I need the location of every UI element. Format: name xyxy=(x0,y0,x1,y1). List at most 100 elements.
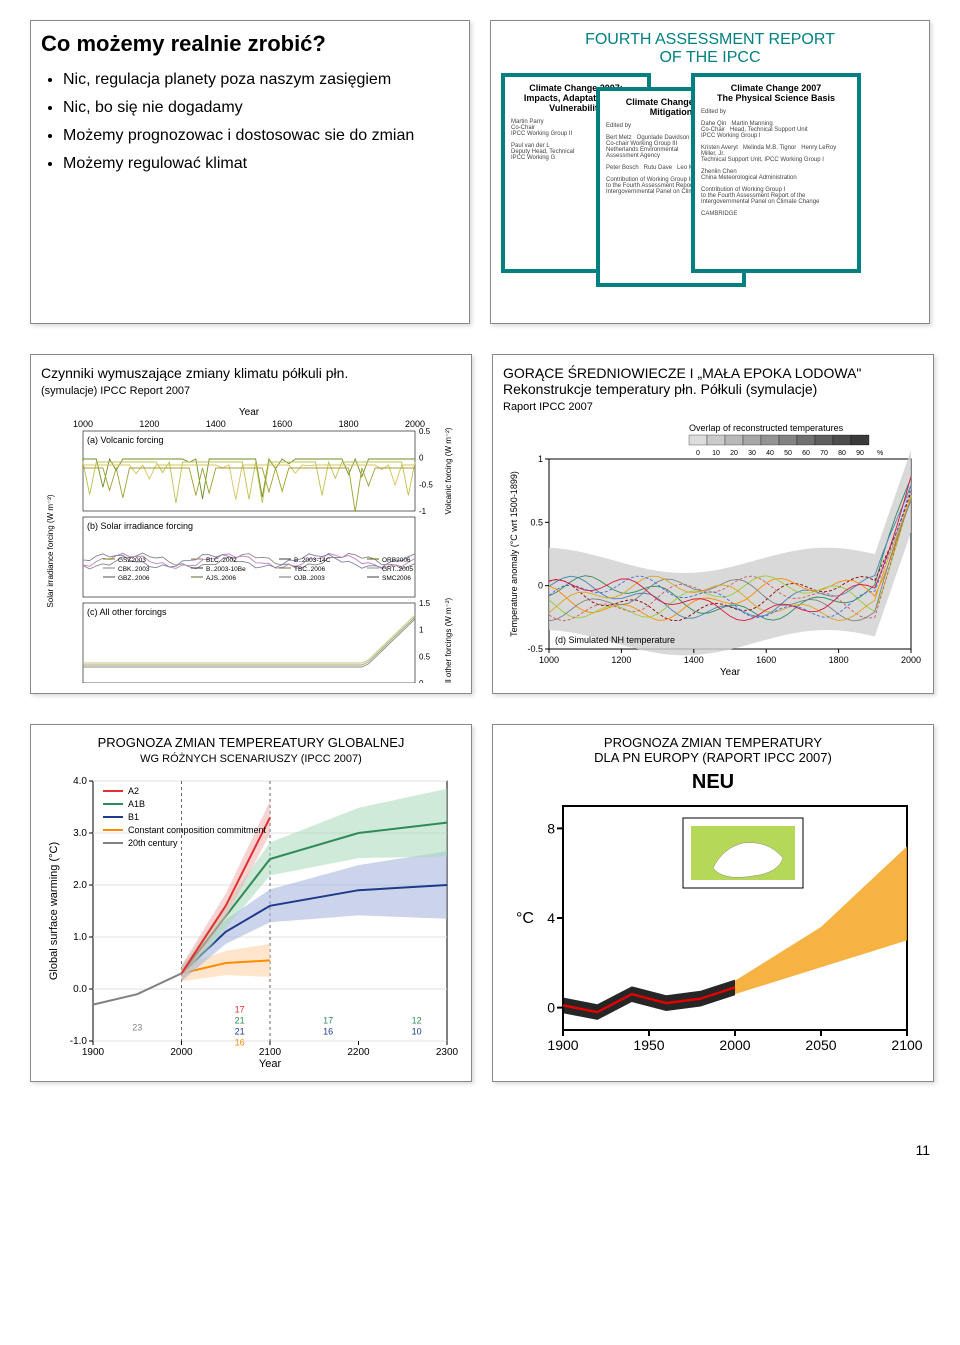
slide-tl-bullets: Nic, regulacja planety poza naszym zasię… xyxy=(41,71,459,173)
svg-text:17: 17 xyxy=(235,1004,245,1014)
svg-text:0.5: 0.5 xyxy=(419,652,431,661)
svg-text:2100: 2100 xyxy=(259,1047,282,1058)
svg-text:BLC..2002: BLC..2002 xyxy=(206,557,237,564)
svg-text:Global surface warming (°C): Global surface warming (°C) xyxy=(48,842,60,980)
svg-text:0.5: 0.5 xyxy=(419,427,431,436)
svg-text:30: 30 xyxy=(748,450,756,457)
svg-text:1: 1 xyxy=(538,454,543,464)
bullet-item: Nic, bo się nie dogadamy xyxy=(63,99,459,117)
svg-text:50: 50 xyxy=(784,450,792,457)
svg-text:2000: 2000 xyxy=(901,655,921,665)
bullet-item: Możemy regulować klimat xyxy=(63,155,459,173)
slide-top-left: Co możemy realnie zrobić? Nic, regulacja… xyxy=(30,20,470,324)
svg-text:10: 10 xyxy=(412,1026,422,1036)
svg-text:A1B: A1B xyxy=(128,799,145,809)
page: Co możemy realnie zrobić? Nic, regulacja… xyxy=(0,0,960,1132)
svg-text:1200: 1200 xyxy=(611,655,631,665)
svg-text:ORB2006: ORB2006 xyxy=(382,557,411,564)
slide-bot-left: PROGNOZA ZMIAN TEMPEREATURY GLOBALNEJ WG… xyxy=(30,724,472,1082)
bullet-item: Możemy prognozowac i dostosowac sie do z… xyxy=(63,127,459,145)
svg-text:0.0: 0.0 xyxy=(73,984,87,995)
svg-text:Year: Year xyxy=(720,667,741,678)
svg-text:B..2003-14C: B..2003-14C xyxy=(294,557,331,564)
svg-text:0: 0 xyxy=(696,450,700,457)
slide-tl-title: Co możemy realnie zrobić? xyxy=(41,31,459,57)
svg-text:GRT..2005: GRT..2005 xyxy=(382,566,413,573)
svg-text:1.0: 1.0 xyxy=(73,932,87,943)
svg-text:0.5: 0.5 xyxy=(530,517,543,527)
report-header: FOURTH ASSESSMENT REPORT OF THE IPCC xyxy=(501,31,919,67)
svg-text:-1.0: -1.0 xyxy=(70,1036,88,1047)
svg-text:16: 16 xyxy=(235,1037,245,1047)
svg-text:60: 60 xyxy=(802,450,810,457)
svg-text:3.0: 3.0 xyxy=(73,828,87,839)
svg-text:°C: °C xyxy=(516,910,534,927)
svg-text:OJB..2003: OJB..2003 xyxy=(294,575,325,582)
svg-text:2000: 2000 xyxy=(719,1037,750,1053)
svg-text:90: 90 xyxy=(856,450,864,457)
svg-text:2050: 2050 xyxy=(805,1037,836,1053)
svg-text:20th century: 20th century xyxy=(128,838,178,848)
mr-title: GORĄCE ŚREDNIOWIECZE I „MAŁA EPOKA LODOW… xyxy=(503,365,923,413)
svg-text:2000: 2000 xyxy=(170,1047,193,1058)
svg-text:Temperature anomaly (°C wrt 15: Temperature anomaly (°C wrt 1500-1899) xyxy=(509,471,519,637)
bullet-item: Nic, regulacja planety poza naszym zasię… xyxy=(63,71,459,89)
svg-text:12: 12 xyxy=(412,1015,422,1025)
cover3-body: Edited byDahe Qin Martin ManningCo-Chair… xyxy=(701,109,851,217)
svg-text:1200: 1200 xyxy=(139,419,159,429)
svg-text:0: 0 xyxy=(419,679,424,683)
svg-text:0: 0 xyxy=(419,454,424,463)
svg-text:1600: 1600 xyxy=(756,655,776,665)
svg-text:1800: 1800 xyxy=(829,655,849,665)
svg-text:0: 0 xyxy=(547,1000,555,1016)
neu-chart: 04819001950200020502100°C xyxy=(503,794,923,1064)
cover3-title: Climate Change 2007 The Physical Science… xyxy=(701,83,851,103)
slide-mid-right: GORĄCE ŚREDNIOWIECZE I „MAŁA EPOKA LODOW… xyxy=(492,354,934,694)
svg-text:1800: 1800 xyxy=(339,419,359,429)
svg-text:1.5: 1.5 xyxy=(419,599,431,608)
svg-text:2.0: 2.0 xyxy=(73,880,87,891)
slide-bot-right: PROGNOZA ZMIAN TEMPERATURY DLA PN EUROPY… xyxy=(492,724,934,1082)
ml-title: Czynniki wymuszające zmiany klimatu półk… xyxy=(41,365,461,397)
svg-text:1900: 1900 xyxy=(547,1037,578,1053)
row-2: Czynniki wymuszające zmiany klimatu półk… xyxy=(30,354,930,694)
svg-text:1400: 1400 xyxy=(206,419,226,429)
svg-text:A2: A2 xyxy=(128,786,139,796)
svg-text:(d) Simulated NH temperature: (d) Simulated NH temperature xyxy=(555,635,675,645)
svg-text:B..2003-10Be: B..2003-10Be xyxy=(206,566,246,573)
svg-text:2100: 2100 xyxy=(891,1037,922,1053)
svg-text:Constant composition commitmen: Constant composition commitment xyxy=(128,825,267,835)
row-1: Co możemy realnie zrobić? Nic, regulacja… xyxy=(30,20,930,324)
svg-text:1000: 1000 xyxy=(73,419,93,429)
svg-text:-0.5: -0.5 xyxy=(527,644,543,654)
svg-text:TBC..2006: TBC..2006 xyxy=(294,566,325,573)
ipcc-covers: Climate Change 2007: Impacts, Adaptation… xyxy=(501,73,919,313)
svg-text:SMC2006: SMC2006 xyxy=(382,575,411,582)
header-line2: OF THE IPCC xyxy=(659,49,760,66)
svg-text:1900: 1900 xyxy=(82,1047,105,1058)
svg-text:1400: 1400 xyxy=(684,655,704,665)
reconstruction-chart: Overlap of reconstructed temperatures010… xyxy=(503,419,923,679)
svg-text:All other forcings (W m⁻²): All other forcings (W m⁻²) xyxy=(444,597,453,683)
svg-text:1600: 1600 xyxy=(272,419,292,429)
row-3: PROGNOZA ZMIAN TEMPEREATURY GLOBALNEJ WG… xyxy=(30,724,930,1082)
svg-text:1950: 1950 xyxy=(633,1037,664,1053)
neu-label: NEU xyxy=(503,771,923,794)
svg-text:1: 1 xyxy=(419,626,424,635)
bl-title: PROGNOZA ZMIAN TEMPEREATURY GLOBALNEJ WG… xyxy=(41,735,461,765)
svg-text:2300: 2300 xyxy=(436,1047,459,1058)
svg-text:0: 0 xyxy=(538,581,543,591)
svg-text:(a) Volcanic forcing: (a) Volcanic forcing xyxy=(87,435,164,445)
svg-text:-0.5: -0.5 xyxy=(419,480,433,489)
svg-text:4.0: 4.0 xyxy=(73,776,87,787)
svg-text:(c) All other forcings: (c) All other forcings xyxy=(87,607,167,617)
svg-text:Year: Year xyxy=(259,1058,282,1070)
svg-text:21: 21 xyxy=(235,1026,245,1036)
svg-text:20: 20 xyxy=(730,450,738,457)
svg-text:80: 80 xyxy=(838,450,846,457)
svg-text:8: 8 xyxy=(547,820,555,836)
svg-text:2200: 2200 xyxy=(347,1047,370,1058)
svg-text:Solar irradiance forcing (W m⁻: Solar irradiance forcing (W m⁻²) xyxy=(46,494,55,607)
svg-text:GBZ..2006: GBZ..2006 xyxy=(118,575,150,582)
svg-text:70: 70 xyxy=(820,450,828,457)
